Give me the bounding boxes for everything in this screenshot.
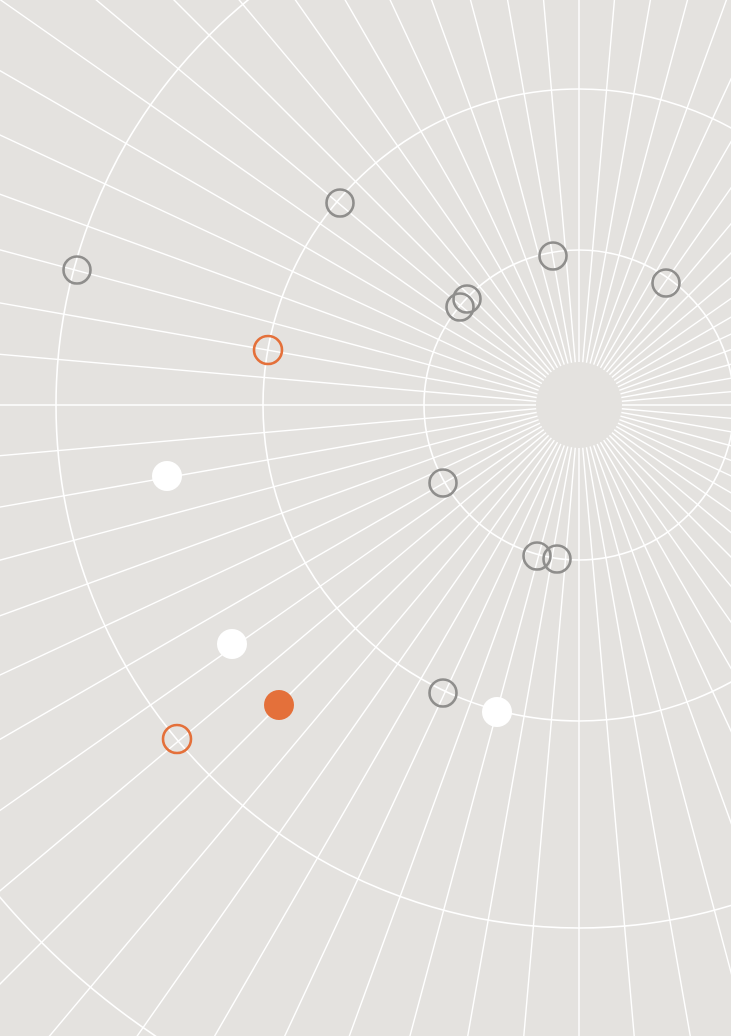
radial-ray (578, 0, 616, 406)
radial-ray (0, 404, 580, 985)
radial-ray (0, 353, 580, 406)
radial-ray (578, 404, 731, 825)
radial-ray (136, 404, 580, 1036)
concentric-ring (55, 0, 731, 929)
radial-ray (294, 0, 580, 406)
radial-ray (0, 193, 580, 406)
radial-ray (0, 404, 580, 561)
radial-ray (238, 0, 580, 406)
concentric-ring (423, 249, 731, 561)
radial-ray (0, 404, 580, 676)
radial-ray (0, 0, 580, 406)
radial-ray (389, 0, 580, 406)
radial-ray (506, 0, 580, 406)
radial-ray (0, 404, 580, 508)
radial-ray (213, 404, 580, 1036)
radial-ray (0, 249, 580, 406)
grey-ring-marker (542, 544, 572, 574)
radial-ray (0, 302, 580, 406)
radial-ray (0, 404, 580, 812)
grey-ring-marker (62, 255, 92, 285)
grey-ring-marker (651, 268, 681, 298)
radial-ray (0, 404, 580, 892)
radial-ray (344, 0, 580, 406)
orange-ring-marker (161, 723, 193, 755)
radial-ray (578, 0, 728, 406)
radial-ray (409, 404, 580, 1036)
radial-ray (578, 186, 731, 406)
grey-ring-marker (428, 678, 458, 708)
orange-ring-marker (252, 334, 284, 366)
radial-ray (578, 77, 731, 406)
radial-ray (48, 404, 580, 1036)
radial-ray (578, 404, 691, 1036)
radial-ray (578, 404, 731, 976)
radial-ray (578, 404, 731, 588)
radial-ray (0, 404, 580, 741)
white-dot-marker (482, 697, 512, 727)
radial-ray (0, 404, 580, 617)
radial-ray (578, 404, 731, 733)
grey-ring-marker (325, 188, 355, 218)
grey-ring-marker (538, 241, 568, 271)
radial-ray (0, 69, 580, 406)
grey-ring-marker (428, 468, 458, 498)
radial-ray (578, 404, 731, 624)
radial-ray (578, 222, 731, 406)
radial-ray (578, 0, 652, 406)
radial-ray (578, 140, 731, 406)
radial-ray (95, 0, 580, 406)
radial-ray (469, 0, 580, 406)
radial-ray (542, 0, 580, 406)
grey-ring-marker (452, 284, 482, 314)
radial-ray (523, 404, 580, 1036)
radial-ray (578, 404, 635, 1036)
orange-dot-marker (264, 690, 294, 720)
center-hub (536, 362, 622, 448)
concentric-ring (262, 88, 731, 722)
radial-ray (348, 404, 580, 1036)
radial-ray (173, 0, 580, 406)
grey-ring-marker (445, 292, 475, 322)
white-dot-marker (217, 629, 247, 659)
radial-ray (467, 404, 580, 1036)
radial-ray (430, 0, 580, 406)
white-dot-marker (152, 461, 182, 491)
radial-ray (578, 404, 731, 670)
radial-ray (0, 134, 580, 406)
grey-ring-marker (522, 541, 552, 571)
plot-markers (62, 188, 681, 755)
radial-ray (0, 404, 580, 457)
radial-ray (283, 404, 580, 1036)
radial-ray (578, 0, 689, 406)
